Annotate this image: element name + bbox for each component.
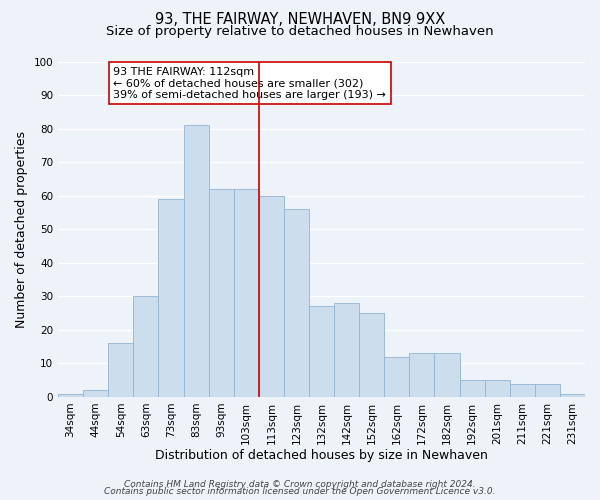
Bar <box>259 196 284 397</box>
Bar <box>58 394 83 397</box>
Text: Contains HM Land Registry data © Crown copyright and database right 2024.: Contains HM Land Registry data © Crown c… <box>124 480 476 489</box>
Y-axis label: Number of detached properties: Number of detached properties <box>15 130 28 328</box>
Bar <box>510 384 535 397</box>
Bar <box>560 394 585 397</box>
Bar <box>434 354 460 397</box>
Text: 93, THE FAIRWAY, NEWHAVEN, BN9 9XX: 93, THE FAIRWAY, NEWHAVEN, BN9 9XX <box>155 12 445 28</box>
Bar <box>535 384 560 397</box>
Bar <box>284 209 309 397</box>
Bar <box>485 380 510 397</box>
Bar <box>309 306 334 397</box>
Bar <box>384 356 409 397</box>
Bar <box>108 344 133 397</box>
X-axis label: Distribution of detached houses by size in Newhaven: Distribution of detached houses by size … <box>155 450 488 462</box>
Bar <box>359 313 384 397</box>
Bar <box>83 390 108 397</box>
Bar <box>409 354 434 397</box>
Bar <box>460 380 485 397</box>
Bar <box>233 189 259 397</box>
Text: 93 THE FAIRWAY: 112sqm
← 60% of detached houses are smaller (302)
39% of semi-de: 93 THE FAIRWAY: 112sqm ← 60% of detached… <box>113 66 386 100</box>
Bar <box>184 125 209 397</box>
Text: Size of property relative to detached houses in Newhaven: Size of property relative to detached ho… <box>106 25 494 38</box>
Bar <box>158 199 184 397</box>
Bar <box>209 189 233 397</box>
Text: Contains public sector information licensed under the Open Government Licence v3: Contains public sector information licen… <box>104 487 496 496</box>
Bar <box>334 303 359 397</box>
Bar <box>133 296 158 397</box>
